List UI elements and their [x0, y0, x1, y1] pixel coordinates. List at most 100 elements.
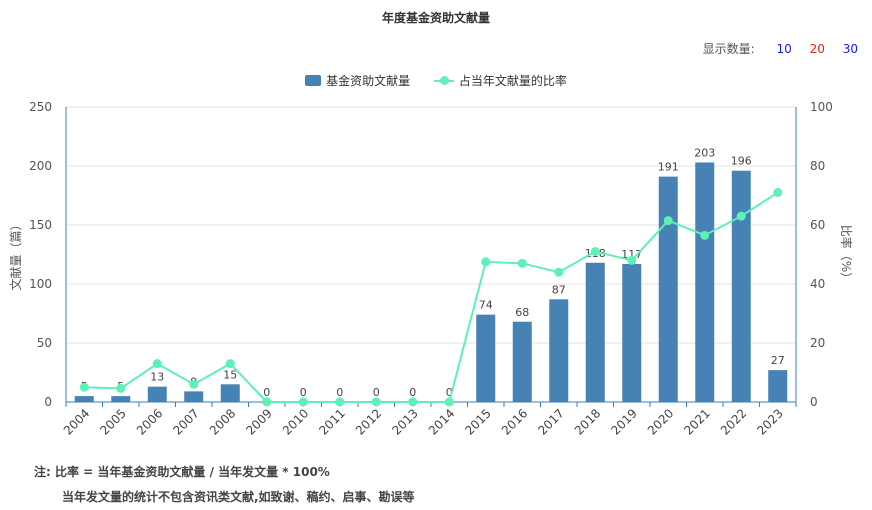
y-right-axis-title: 比率（%） — [839, 225, 854, 284]
bar — [476, 314, 496, 402]
count-option-30[interactable]: 30 — [842, 42, 858, 56]
x-tick-label: 2016 — [499, 406, 530, 437]
count-option-10[interactable]: 10 — [776, 42, 792, 56]
bar-value-label: 87 — [552, 283, 566, 296]
ratio-point — [736, 211, 746, 221]
count-option-20[interactable]: 20 — [809, 42, 825, 56]
ratio-point — [554, 267, 564, 277]
bar-value-label: 0 — [409, 386, 416, 399]
x-tick-label: 2012 — [353, 406, 384, 437]
bar-value-label: 203 — [694, 146, 715, 159]
ratio-line — [84, 191, 779, 403]
bar — [731, 170, 751, 402]
bar-value-label: 13 — [150, 371, 164, 384]
x-tick-label: 2009 — [243, 406, 274, 437]
bar-value-label: 196 — [731, 155, 752, 168]
legend-line-label: 占当年文献量的比率 — [458, 74, 567, 88]
legend-bar-label: 基金资助文献量 — [326, 74, 411, 88]
ratio-point — [116, 383, 126, 393]
x-tick-label: 2022 — [718, 406, 749, 437]
x-tick-label: 2011 — [316, 406, 347, 437]
y-right-tick-label: 80 — [810, 159, 825, 173]
ratio-point — [335, 397, 345, 407]
ratio-point — [481, 257, 491, 267]
bar-value-label: 191 — [658, 161, 679, 174]
y-right-tick-label: 0 — [810, 395, 818, 409]
bar-swatch-icon — [305, 75, 322, 86]
bar — [111, 396, 131, 402]
note-line-1: 注: 比率 = 当年基金资助文献量 / 当年发文量 * 100% — [34, 465, 330, 479]
x-tick-label: 2020 — [645, 406, 676, 437]
x-tick-label: 2013 — [389, 406, 420, 437]
x-tick-label: 2019 — [608, 406, 639, 437]
bar-value-label: 0 — [336, 386, 343, 399]
ratio-point — [700, 230, 710, 240]
ratio-point — [444, 397, 454, 407]
x-tick-label: 2018 — [572, 406, 603, 437]
ratio-point — [590, 247, 600, 257]
display-count-label: 显示数量: — [702, 42, 755, 56]
x-tick-label: 2005 — [97, 406, 128, 437]
bar-value-label: 68 — [515, 306, 529, 319]
bar-value-label: 27 — [771, 354, 785, 367]
bar — [768, 370, 788, 402]
bar-value-label: 0 — [446, 386, 453, 399]
chart-legend: 基金资助文献量 占当年文献量的比率 — [0, 72, 872, 89]
bar-value-label: 117 — [621, 248, 642, 261]
line-swatch-icon — [433, 75, 454, 86]
ratio-point — [773, 188, 783, 198]
note-line-2: 当年发文量的统计不包含资讯类文献,如致谢、稿约、启事、勘误等 — [62, 490, 415, 504]
y-left-tick-label: 50 — [37, 336, 52, 350]
y-left-tick-label: 0 — [44, 395, 52, 409]
legend-item-bar[interactable]: 基金资助文献量 — [305, 72, 410, 89]
display-count-selector: 显示数量: 10 20 30 — [703, 40, 858, 57]
bar-value-label: 0 — [263, 386, 270, 399]
chart-title: 年度基金资助文献量 — [381, 11, 490, 25]
ratio-point — [517, 258, 527, 268]
ratio-point — [627, 255, 637, 265]
x-tick-label: 2008 — [207, 406, 238, 437]
bar — [549, 299, 569, 402]
x-tick-label: 2023 — [754, 406, 785, 437]
x-tick-label: 2014 — [426, 406, 457, 437]
bar — [147, 386, 167, 402]
x-tick-label: 2006 — [134, 406, 165, 437]
ratio-point — [371, 397, 381, 407]
y-left-axis-title: 文献量（篇） — [8, 218, 23, 290]
x-tick-label: 2010 — [280, 406, 311, 437]
bar-value-label: 15 — [223, 368, 237, 381]
ratio-point — [225, 359, 235, 369]
x-tick-label: 2015 — [462, 406, 493, 437]
y-left-tick-label: 150 — [29, 218, 52, 232]
y-left-tick-label: 100 — [29, 277, 52, 291]
x-tick-label: 2004 — [61, 406, 92, 437]
bar-value-label: 0 — [373, 386, 380, 399]
ratio-point — [262, 397, 272, 407]
ratio-point — [79, 382, 89, 392]
x-tick-label: 2021 — [681, 406, 712, 437]
ratio-point — [152, 359, 162, 369]
ratio-point — [663, 216, 673, 226]
y-right-tick-label: 100 — [810, 100, 833, 114]
bar — [74, 396, 94, 402]
bar-value-label: 74 — [479, 299, 493, 312]
y-right-tick-label: 60 — [810, 218, 825, 232]
bar — [220, 384, 240, 402]
ratio-point — [189, 379, 199, 389]
bar — [658, 176, 678, 402]
y-right-tick-label: 40 — [810, 277, 825, 291]
x-tick-label: 2007 — [170, 406, 201, 437]
bar — [585, 262, 605, 402]
ratio-point — [298, 397, 308, 407]
y-left-tick-label: 250 — [29, 100, 52, 114]
bar — [622, 263, 642, 402]
legend-item-line[interactable]: 占当年文献量的比率 — [433, 72, 567, 89]
x-tick-label: 2017 — [535, 406, 566, 437]
bar — [512, 321, 532, 402]
bar-value-label: 0 — [300, 386, 307, 399]
bar — [184, 391, 204, 402]
y-right-tick-label: 20 — [810, 336, 825, 350]
y-left-tick-label: 200 — [29, 159, 52, 173]
bar — [695, 162, 715, 402]
ratio-point — [408, 397, 418, 407]
